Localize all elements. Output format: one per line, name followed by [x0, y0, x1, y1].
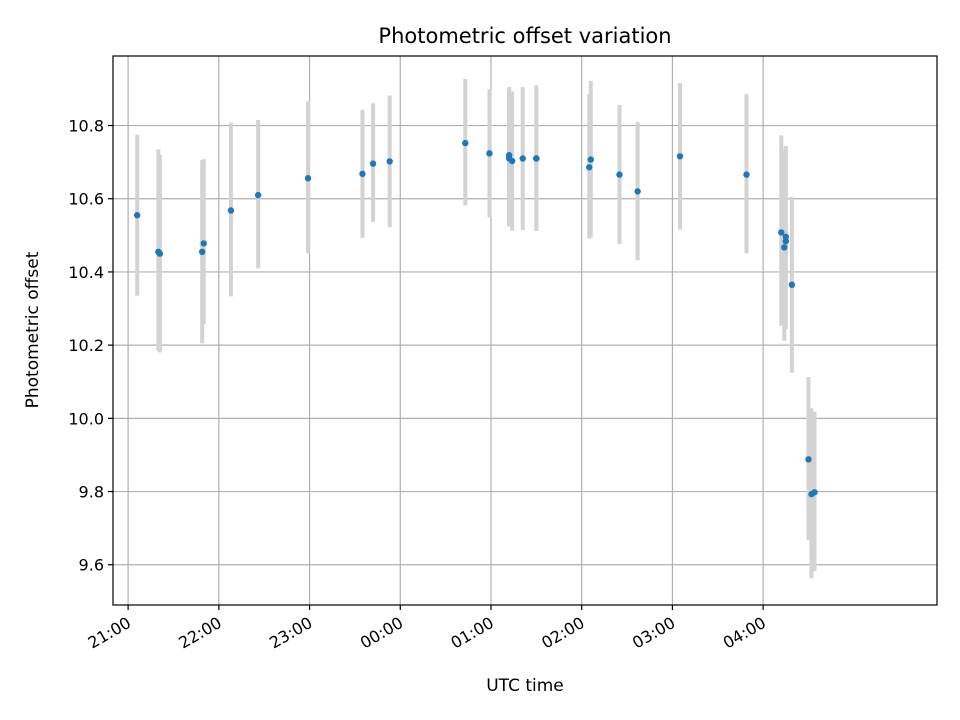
data-point [782, 233, 790, 241]
data-point [254, 191, 262, 199]
data-point [359, 170, 366, 178]
y-tick-label: 10.0 [68, 409, 104, 428]
data-point [519, 155, 526, 162]
data-point [586, 164, 593, 171]
data-point [811, 489, 818, 496]
data-point [587, 156, 594, 163]
y-tick-label: 9.6 [79, 556, 104, 575]
y-tick-label: 10.8 [68, 117, 104, 136]
data-point [200, 240, 207, 247]
data-point [508, 157, 516, 165]
data-point [782, 237, 790, 245]
x-axis-title: UTC time [486, 676, 564, 696]
data-point [743, 171, 750, 178]
plot-area [113, 56, 937, 605]
data-point [634, 188, 641, 195]
data-point [778, 229, 785, 236]
data-point [805, 456, 812, 463]
data-point [199, 248, 206, 256]
data-point [133, 212, 141, 219]
y-tick-label: 10.4 [68, 263, 104, 282]
data-point [788, 281, 796, 288]
y-axis-title: Photometric offset [23, 251, 43, 408]
data-point [227, 207, 235, 214]
data-point [462, 139, 469, 147]
plot-frame [112, 55, 938, 606]
data-point [304, 175, 312, 182]
data-points [133, 139, 818, 498]
y-tick-label: 9.8 [79, 483, 104, 502]
chart-title: Photometric offset variation [378, 24, 671, 48]
data-point [533, 155, 540, 162]
data-point [616, 171, 623, 178]
data-point [156, 250, 164, 257]
data-point [781, 244, 788, 251]
y-axis: 9.6 9.8 10.0 10.2 10.4 10.6 10.8 [68, 117, 113, 575]
y-tick-label: 10.6 [68, 190, 104, 209]
y-tick-label: 10.2 [68, 336, 104, 355]
data-point [486, 150, 493, 157]
data-point [676, 153, 684, 160]
data-point [369, 160, 377, 167]
data-point [386, 158, 393, 165]
